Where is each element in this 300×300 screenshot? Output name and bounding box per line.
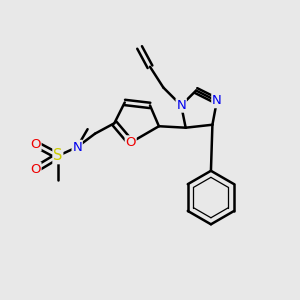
Text: S: S	[53, 148, 62, 164]
Text: O: O	[30, 163, 41, 176]
Text: O: O	[30, 138, 41, 151]
Text: N: N	[176, 99, 186, 112]
Text: N: N	[212, 94, 222, 107]
Text: N: N	[72, 140, 82, 154]
Text: O: O	[125, 136, 136, 149]
